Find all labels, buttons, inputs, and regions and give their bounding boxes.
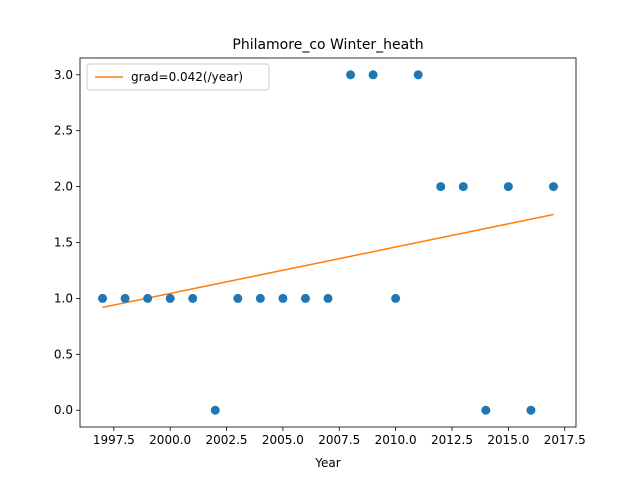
data-point bbox=[233, 293, 243, 303]
data-point bbox=[526, 405, 536, 415]
trend-line bbox=[102, 213, 554, 309]
x-tick-label: 2000.0 bbox=[149, 433, 191, 447]
x-tick-label: 2017.5 bbox=[544, 433, 586, 447]
data-point bbox=[143, 293, 153, 303]
data-point bbox=[413, 70, 423, 80]
data-point bbox=[503, 182, 513, 192]
x-tick-label: 1997.5 bbox=[93, 433, 135, 447]
data-point bbox=[458, 182, 468, 192]
data-point bbox=[436, 182, 446, 192]
data-point bbox=[210, 405, 220, 415]
data-point bbox=[346, 70, 356, 80]
y-tick-label: 1.5 bbox=[54, 236, 73, 250]
legend-box bbox=[86, 63, 270, 91]
y-tick-label: 3.0 bbox=[54, 68, 73, 82]
y-tick-label: 2.5 bbox=[54, 124, 73, 138]
data-point bbox=[481, 405, 491, 415]
data-point bbox=[278, 293, 288, 303]
data-point bbox=[391, 293, 401, 303]
y-tick-label: 0.0 bbox=[54, 403, 73, 417]
data-point bbox=[165, 293, 175, 303]
x-axis-label: Year bbox=[314, 456, 340, 470]
x-tick-label: 2007.5 bbox=[318, 433, 360, 447]
data-point bbox=[98, 293, 108, 303]
data-point bbox=[368, 70, 378, 80]
data-point bbox=[300, 293, 310, 303]
x-tick-label: 2010.0 bbox=[375, 433, 417, 447]
plot-area: 1997.5 2000.0 2002.5 2005.0 2007.5 2010.0 2012… bbox=[54, 57, 586, 447]
data-point bbox=[548, 182, 558, 192]
x-tick-label: 2005.0 bbox=[262, 433, 304, 447]
y-tick-label: 2.0 bbox=[54, 180, 73, 194]
x-tick-label: 2015.0 bbox=[487, 433, 529, 447]
data-point bbox=[188, 293, 198, 303]
y-tick-label: 0.5 bbox=[54, 347, 73, 361]
x-tick-label: 2002.5 bbox=[206, 433, 248, 447]
data-point bbox=[120, 293, 130, 303]
legend-label: grad=0.042(/year) bbox=[131, 70, 243, 84]
axes-frame bbox=[79, 57, 577, 428]
x-tick-label: 2012.5 bbox=[431, 433, 473, 447]
y-tick-label: 1.0 bbox=[54, 291, 73, 305]
chart-title: Philamore_co Winter_heath bbox=[232, 37, 423, 53]
data-point bbox=[323, 293, 333, 303]
data-point bbox=[255, 293, 265, 303]
